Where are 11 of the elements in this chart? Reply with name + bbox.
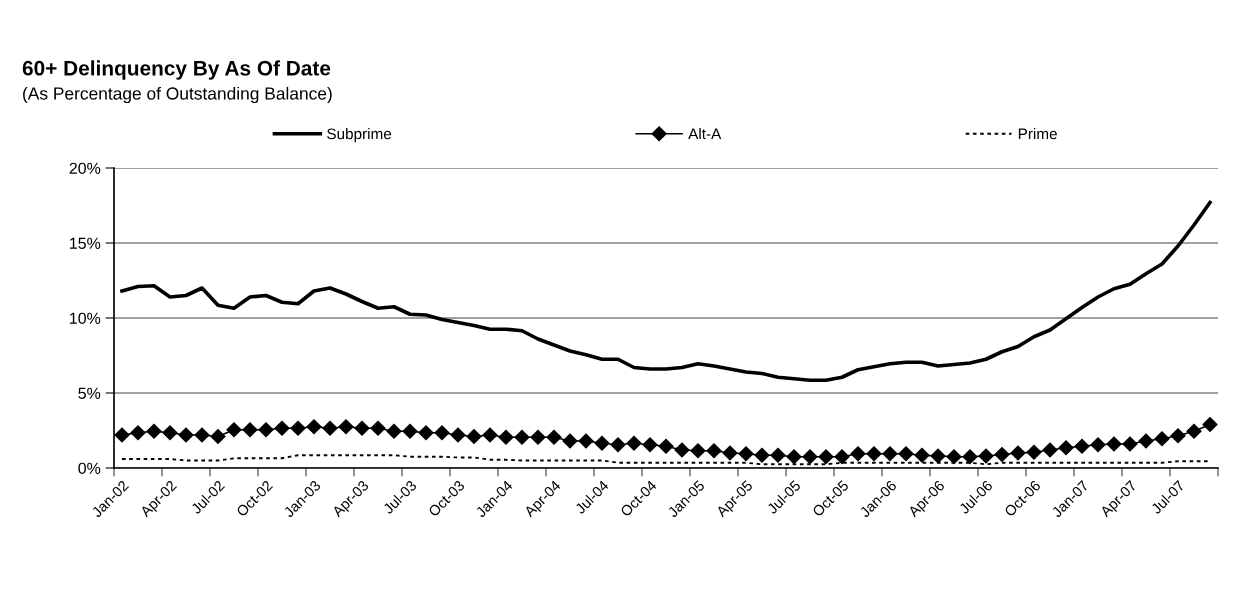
y-tick-label: 10% <box>70 312 101 324</box>
y-tick-label: 5% <box>78 387 101 399</box>
chart-title: 60+ Delinquency By As Of Date <box>22 60 331 80</box>
y-tick-label: 0% <box>78 462 101 474</box>
legend-label: Subprime <box>327 128 392 143</box>
legend-label: Prime <box>1018 128 1057 140</box>
line-series <box>120 200 1212 383</box>
y-tick-label: 20% <box>69 162 101 174</box>
y-tick-label: 15% <box>70 237 101 249</box>
chart-subtitle: (As Percentage of Outstanding Balance) <box>23 86 332 104</box>
legend-label: Alt-A <box>688 128 722 140</box>
